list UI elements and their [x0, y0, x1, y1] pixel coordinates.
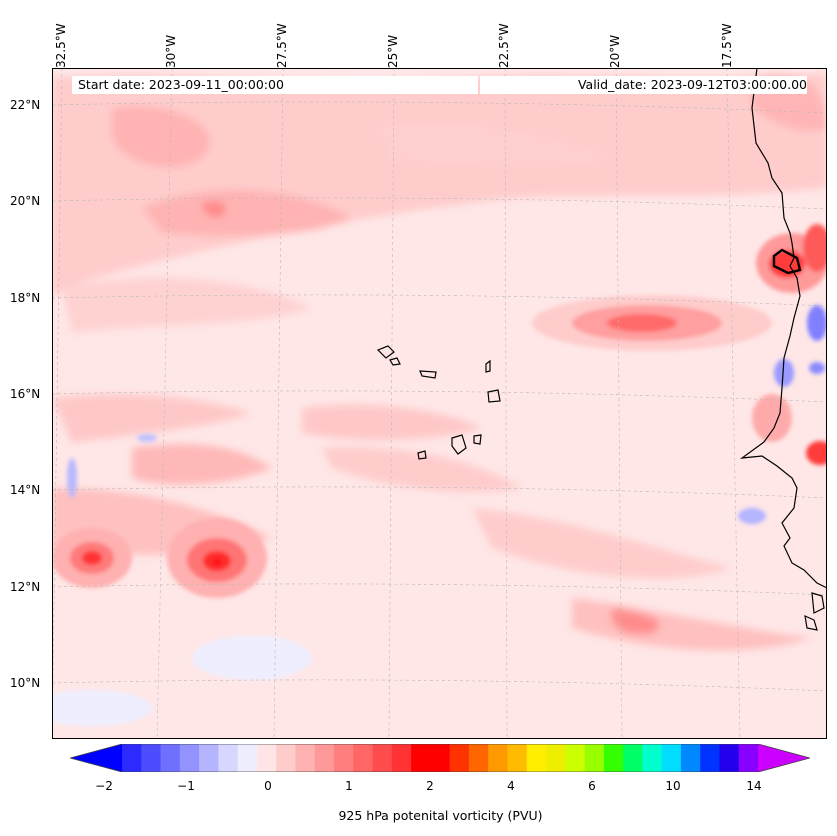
- colorbar-extend-max: [758, 744, 810, 772]
- lon-label: 30°W: [164, 34, 178, 68]
- map-frame: [52, 68, 827, 739]
- colorbar-tick: 1: [345, 779, 353, 793]
- colorbar-cell: [680, 744, 701, 772]
- colorbar-cell: [218, 744, 239, 772]
- colorbar-tick: 10: [665, 779, 681, 793]
- african-coastline: [739, 68, 827, 631]
- lon-label: 32.5°W: [54, 23, 68, 68]
- colorbar-cell: [276, 744, 297, 772]
- colorbar-cell: [449, 744, 470, 772]
- lon-label: 27.5°W: [275, 23, 289, 68]
- colorbar-cell: [411, 744, 431, 772]
- colorbar-cell: [584, 744, 605, 772]
- colorbar-cell: [623, 744, 643, 772]
- map-panel: [52, 68, 827, 739]
- colorbar-tick: 14: [746, 779, 762, 793]
- colorbar-cell: [565, 744, 586, 772]
- colorbar-cell: [526, 744, 547, 772]
- pv-negative-patches: [52, 305, 827, 726]
- colorbar-cell: [661, 744, 682, 772]
- colorbar-tick: −2: [95, 779, 113, 793]
- colorbar-cell: [391, 744, 412, 772]
- colorbar-tick: 0: [264, 779, 272, 793]
- lon-label: 17.5°W: [720, 23, 734, 68]
- lat-label: 18°N: [10, 291, 41, 305]
- pv-vortex-central: [167, 518, 267, 598]
- colorbar-cell: [700, 744, 721, 772]
- colorbar-cell: [199, 744, 219, 772]
- lat-label: 12°N: [10, 580, 41, 594]
- colorbar-cell: [546, 744, 566, 772]
- graticule: [52, 68, 827, 739]
- colorbar-cell: [314, 744, 335, 772]
- colorbar-cell: [122, 744, 142, 772]
- lat-label: 14°N: [10, 483, 41, 497]
- colorbar-cell: [372, 744, 393, 772]
- colorbar-cell: [334, 744, 354, 772]
- colorbar-cell: [468, 744, 489, 772]
- lat-label: 16°N: [10, 387, 41, 401]
- lat-label: 20°N: [10, 194, 41, 208]
- colorbar-tick: −1: [177, 779, 195, 793]
- colorbar-cell: [256, 744, 277, 772]
- colorbar-tick: 4: [507, 779, 515, 793]
- lat-label: 10°N: [10, 676, 41, 690]
- colorbar-cell: [488, 744, 509, 772]
- colorbar-cell: [179, 744, 200, 772]
- start-date-label: Start date: 2023-09-11_00:00:00: [72, 76, 478, 94]
- colorbar-tick: 2: [426, 779, 434, 793]
- colorbar-label: 925 hPa potenital vorticity (PVU): [338, 808, 543, 823]
- valid-date-label: Valid_date: 2023-09-12T03:00:00.00: [480, 76, 807, 94]
- pv-vortex-west: [52, 528, 132, 588]
- colorbar-cell: [642, 744, 663, 772]
- colorbar-cell: [738, 744, 759, 772]
- pv-streak-18n: [532, 295, 772, 351]
- lon-label: 20°W: [608, 34, 622, 68]
- colorbar: [70, 744, 810, 772]
- colorbar-cell: [237, 744, 258, 772]
- colorbar-cell: [719, 744, 740, 772]
- colorbar-cell: [141, 744, 162, 772]
- colorbar-cell: [160, 744, 181, 772]
- colorbar-cell: [295, 744, 316, 772]
- colorbar-cell: [353, 744, 374, 772]
- pv-field-north: [52, 73, 827, 333]
- colorbar-extend-min: [70, 744, 122, 772]
- lon-label: 22.5°W: [497, 23, 511, 68]
- colorbar-tick: 6: [588, 779, 596, 793]
- lat-label: 22°N: [10, 98, 41, 112]
- colorbar-cell: [430, 744, 451, 772]
- colorbar-cell: [507, 744, 528, 772]
- lon-label: 25°W: [386, 34, 400, 68]
- colorbar-cells: [70, 744, 810, 772]
- colorbar-cell: [603, 744, 624, 772]
- cape-verde-islands: [376, 345, 501, 460]
